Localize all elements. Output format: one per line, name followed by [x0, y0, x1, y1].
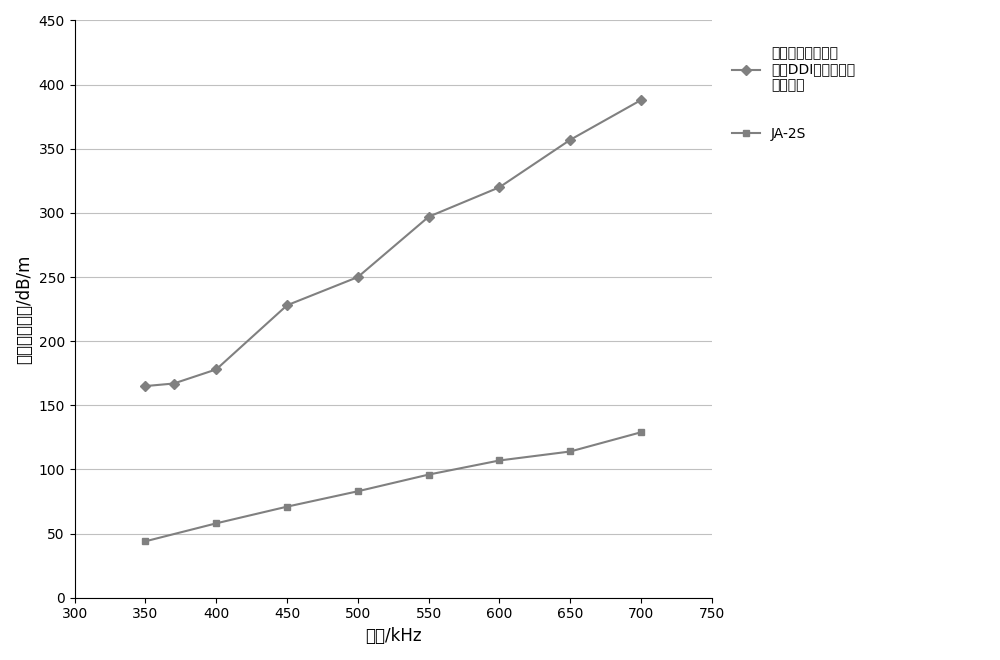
Legend: 基于二聚二异氰酸
酯（DDI）的聚氨酯
凝胶材料, JA-2S: 基于二聚二异氰酸 酯（DDI）的聚氨酯 凝胶材料, JA-2S — [725, 39, 862, 148]
Y-axis label: 纵波衰减系数/dB/m: 纵波衰减系数/dB/m — [15, 254, 33, 364]
X-axis label: 频率/kHz: 频率/kHz — [365, 627, 422, 645]
